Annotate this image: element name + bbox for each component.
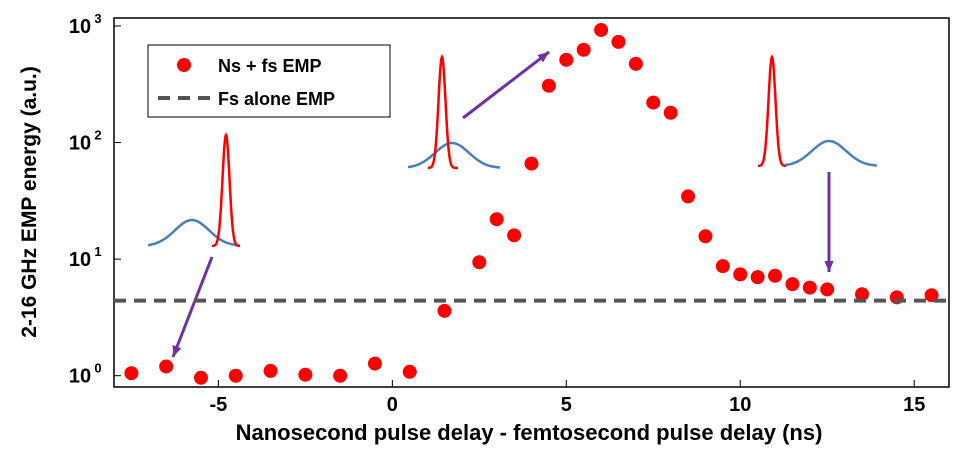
x-axis-label: Nanosecond pulse delay - femtosecond pul… — [236, 420, 823, 445]
pulse — [407, 141, 501, 169]
pulse — [757, 54, 787, 168]
data-point — [193, 370, 208, 385]
data-point — [159, 359, 174, 374]
data-point — [489, 212, 504, 227]
arrow-head — [537, 52, 549, 63]
data-point — [855, 287, 870, 302]
y-tick-exponent: 1 — [94, 244, 101, 259]
y-tick-label: 10 — [69, 133, 91, 155]
x-tick-label: 0 — [387, 394, 398, 416]
y-tick-exponent: 3 — [94, 11, 101, 26]
x-tick-label: -5 — [209, 394, 227, 416]
data-point — [785, 277, 800, 292]
data-point — [750, 270, 765, 285]
pulse — [427, 53, 458, 170]
y-tick-exponent: 2 — [94, 128, 101, 143]
data-point — [507, 228, 522, 243]
data-point — [715, 259, 730, 274]
data-point — [698, 229, 713, 244]
data-point — [820, 282, 835, 297]
y-tick-exponent: 0 — [94, 361, 101, 376]
data-point — [768, 268, 783, 283]
x-tick-label: 10 — [729, 394, 751, 416]
x-tick-label: 5 — [561, 394, 572, 416]
data-point — [228, 368, 243, 383]
y-tick-label: 10 — [69, 366, 91, 388]
data-point — [263, 363, 278, 378]
data-point — [628, 56, 643, 71]
data-point — [472, 255, 487, 270]
data-point — [367, 356, 382, 371]
plot-frame — [113, 17, 950, 388]
data-point — [124, 366, 139, 381]
arrow-head — [172, 345, 182, 357]
data-point — [576, 42, 591, 57]
legend-box — [147, 44, 391, 118]
pulse — [784, 139, 878, 167]
data-point — [541, 78, 556, 93]
data-point — [802, 280, 817, 295]
pulse — [211, 132, 241, 248]
data-point — [524, 156, 539, 171]
pulse-illustrations — [147, 50, 878, 358]
data-point — [646, 95, 661, 110]
data-point — [437, 303, 452, 318]
legend-swatch — [177, 58, 191, 72]
arrow-head — [824, 260, 834, 272]
legend-label: Ns + fs EMP — [218, 56, 322, 76]
y-tick-label: 10 — [69, 249, 91, 271]
data-point — [333, 368, 348, 383]
y-tick-label: 10 — [69, 16, 91, 38]
data-point — [681, 189, 696, 204]
y-axis-label: 2-16 GHz EMP energy (a.u.) — [18, 66, 41, 338]
data-point — [402, 364, 417, 379]
data-point — [663, 105, 678, 120]
data-point — [298, 367, 313, 382]
data-point — [611, 34, 626, 49]
x-tick-label: 15 — [903, 394, 925, 416]
legend-label: Fs alone EMP — [218, 89, 335, 109]
data-point — [733, 267, 748, 282]
pulse — [147, 218, 241, 247]
data-point — [559, 52, 574, 67]
arrow — [171, 256, 214, 358]
data-point — [594, 22, 609, 37]
arrow — [462, 50, 550, 120]
